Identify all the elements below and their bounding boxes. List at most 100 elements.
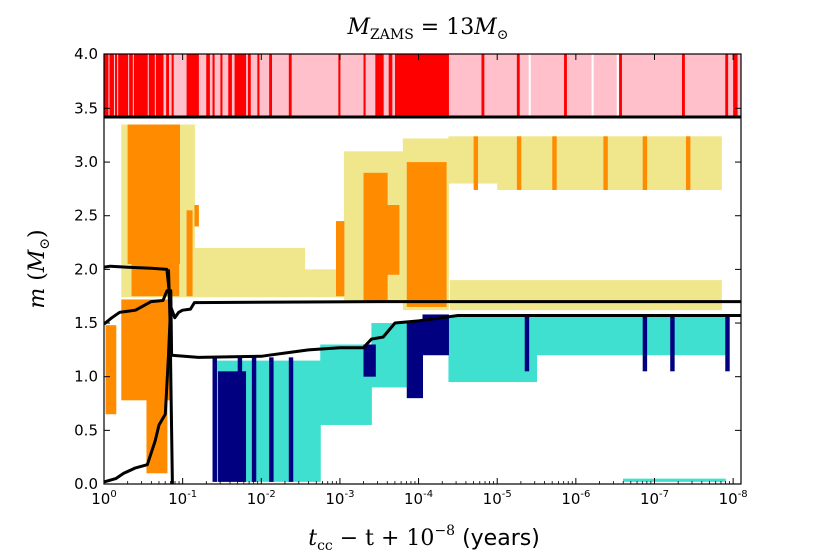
- plot-area: [104, 54, 741, 484]
- strip-red-span: [619, 54, 622, 117]
- orange-stripe: [552, 136, 557, 190]
- strip-red-span: [129, 54, 133, 117]
- strip-gap-span: [528, 54, 531, 117]
- strip-red-span: [288, 54, 292, 117]
- x-tick-label: 10-7: [640, 489, 669, 508]
- strip-red-span: [733, 54, 738, 117]
- strip-red-span: [206, 54, 210, 117]
- strip-red-span: [388, 54, 393, 117]
- navy-stripe: [237, 357, 243, 482]
- khaki-region: [497, 136, 722, 190]
- axis-ticks: 100 10-1 10-2 10-3 10-4 10-5 10-6 10-7 10-8 0.0 0.…: [74, 45, 748, 508]
- x-tick-label: 100: [91, 489, 116, 508]
- x-tick-label: 10-4: [404, 489, 433, 508]
- khaki-region: [194, 247, 306, 298]
- strip-red-span: [363, 54, 366, 117]
- orange-region: [387, 204, 400, 275]
- khaki-region: [448, 136, 498, 184]
- y-tick-label: 0.0: [74, 475, 98, 493]
- navy-stripe: [670, 315, 675, 372]
- navy-stripe: [212, 357, 217, 482]
- strip-red-span: [148, 54, 155, 117]
- strip-red-span: [133, 54, 148, 117]
- strip-red-span: [257, 54, 260, 117]
- orange-region: [363, 172, 388, 302]
- x-tick-label: 10-6: [561, 489, 590, 508]
- navy-region: [406, 320, 423, 399]
- top-strip: [104, 54, 741, 117]
- x-tick-label: 10-1: [168, 489, 197, 508]
- orange-region: [105, 325, 117, 415]
- mass-lines: [104, 115, 741, 484]
- strip-red-span: [725, 54, 729, 117]
- strip-gap-span: [616, 54, 619, 117]
- navy-stripe: [725, 315, 730, 372]
- series-line-1.57: [104, 289, 741, 359]
- y-tick-label: 0.5: [74, 421, 98, 439]
- orange-region: [127, 124, 180, 265]
- strip-red-span: [247, 54, 251, 117]
- turquoise-region: [371, 323, 408, 388]
- chart-title: MZAMS = 13M⊙: [347, 15, 509, 43]
- x-tick-label: 10-8: [719, 489, 748, 508]
- y-tick-label: 1.0: [74, 368, 98, 386]
- strip-red-span: [234, 54, 247, 117]
- y-tick-label: 3.0: [74, 153, 98, 171]
- y-tick-label: 1.5: [74, 314, 98, 332]
- strip-red-span: [186, 54, 199, 117]
- orange-stripe: [603, 136, 608, 190]
- x-tick-label: 10-2: [247, 489, 276, 508]
- strip-red-span: [394, 54, 449, 117]
- orange-stripe: [473, 136, 479, 190]
- orange-stripe: [516, 136, 522, 190]
- turquoise-region: [623, 478, 726, 482]
- strip-red-span: [481, 54, 485, 117]
- strip-red-span: [109, 54, 114, 117]
- y-tick-label: 3.5: [74, 99, 98, 117]
- strip-red-span: [375, 54, 384, 117]
- strip-red-span: [155, 54, 164, 117]
- navy-stripe: [269, 357, 274, 482]
- y-axis-label: m (M⊙): [25, 229, 53, 308]
- navy-stripe: [251, 357, 257, 482]
- strip-red-span: [171, 54, 174, 117]
- x-tick-label: 10-3: [325, 489, 354, 508]
- strip-red-span: [269, 54, 273, 117]
- strip-red-span: [228, 54, 232, 117]
- burning-regions: [105, 124, 730, 482]
- x-axis-label: tcc − t + 10−8 (years): [308, 523, 540, 554]
- navy-stripe: [524, 315, 530, 372]
- khaki-region: [450, 280, 722, 311]
- orange-region: [186, 210, 193, 297]
- strip-red-span: [104, 54, 109, 117]
- strip-red-span: [338, 54, 341, 117]
- series-line-low-a: [104, 301, 173, 484]
- orange-stripe: [685, 136, 691, 190]
- y-tick-label: 2.0: [74, 260, 98, 278]
- strip-red-span: [220, 54, 223, 117]
- series-line-1.7: [104, 264, 741, 320]
- turquoise-region: [320, 344, 372, 425]
- strip-gap-span: [591, 54, 594, 117]
- y-tick-label: 4.0: [74, 45, 98, 63]
- orange-region: [194, 204, 199, 227]
- x-tick-label: 10-5: [483, 489, 512, 508]
- orange-region: [335, 221, 345, 297]
- orange-region: [406, 162, 447, 307]
- strip-red-span: [118, 54, 129, 117]
- orange-region: [121, 299, 172, 401]
- navy-stripe: [642, 315, 648, 372]
- strip-red-span: [682, 54, 685, 117]
- series-line-low-b: [167, 269, 174, 484]
- strip-red-span: [115, 54, 118, 117]
- strip-red-span: [516, 54, 520, 117]
- orange-stripe: [642, 136, 648, 190]
- turquoise-region: [448, 315, 538, 383]
- y-tick-label: 2.5: [74, 207, 98, 225]
- strip-red-span: [564, 54, 567, 117]
- strip-red-span: [166, 54, 169, 117]
- strip-red-span: [212, 54, 215, 117]
- navy-region: [363, 344, 376, 377]
- turquoise-region: [536, 315, 726, 356]
